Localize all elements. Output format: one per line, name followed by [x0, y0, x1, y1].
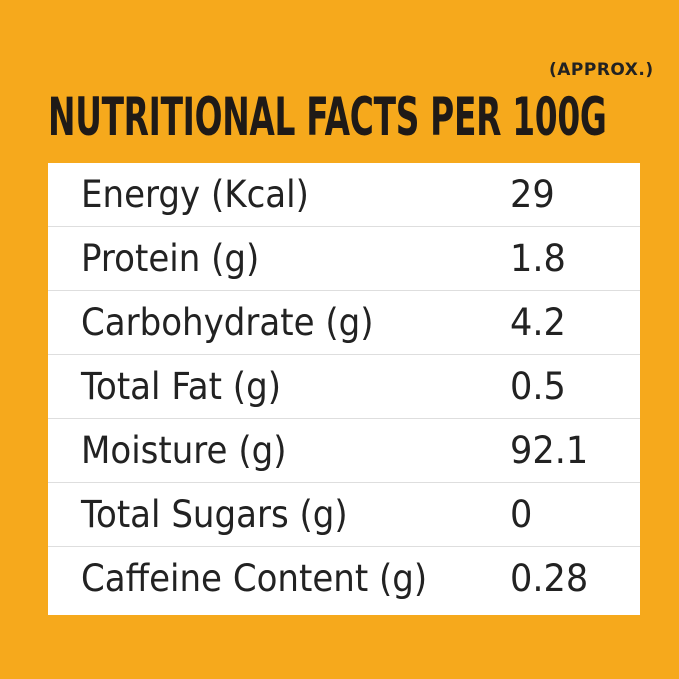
nutrient-label: Total Sugars (g): [81, 493, 348, 536]
nutrient-label: Total Fat (g): [81, 365, 281, 408]
nutrient-label: Carbohydrate (g): [81, 301, 374, 344]
page-title: NUTRITIONAL FACTS PER 100G: [48, 87, 607, 148]
nutrient-value: 0.5: [510, 365, 566, 408]
table-row: Total Fat (g) 0.5: [48, 355, 640, 419]
nutrient-label: Protein (g): [81, 237, 260, 280]
nutrient-label: Energy (Kcal): [81, 173, 309, 216]
table-row: Moisture (g) 92.1: [48, 419, 640, 483]
table-row: Protein (g) 1.8: [48, 227, 640, 291]
nutrient-value: 92.1: [510, 429, 589, 472]
table-row: Total Sugars (g) 0: [48, 483, 640, 547]
nutrient-value: 29: [510, 173, 555, 216]
table-row: Caffeine Content (g) 0.28: [48, 547, 640, 611]
nutrient-value: 0: [510, 493, 533, 536]
nutrient-value: 0.28: [510, 557, 589, 600]
table-row: Carbohydrate (g) 4.2: [48, 291, 640, 355]
nutrient-label: Caffeine Content (g): [81, 557, 428, 600]
table-row: Energy (Kcal) 29: [48, 163, 640, 227]
approx-note: (APPROX.): [549, 60, 654, 80]
nutrition-table: Energy (Kcal) 29 Protein (g) 1.8 Carbohy…: [48, 163, 640, 615]
nutrient-value: 4.2: [510, 301, 566, 344]
nutrient-value: 1.8: [510, 237, 566, 280]
nutrient-label: Moisture (g): [81, 429, 287, 472]
